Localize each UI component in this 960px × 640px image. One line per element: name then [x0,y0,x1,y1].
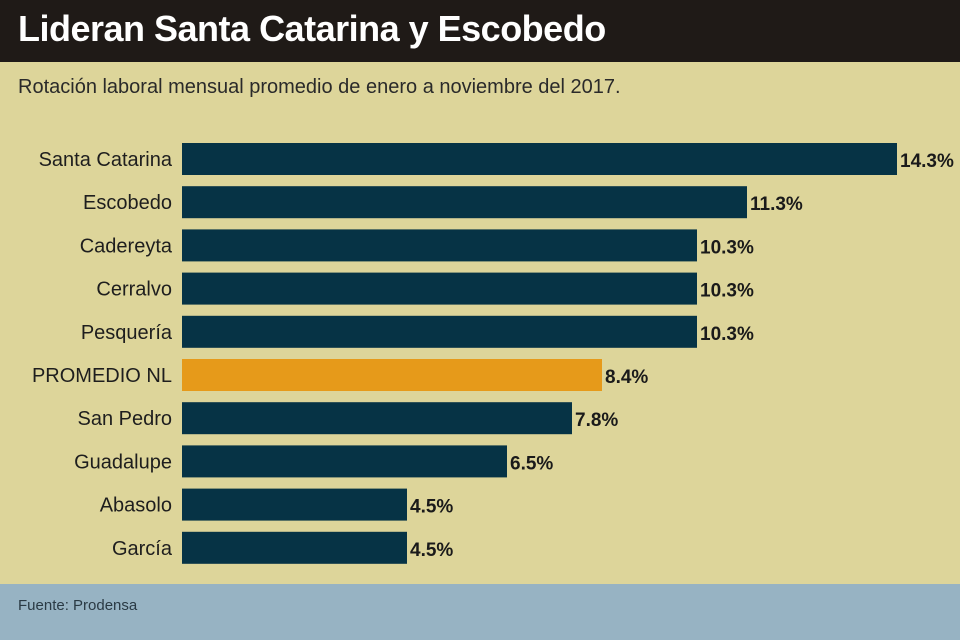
value-label-escobedo: 11.3% [750,194,803,215]
bar-abasolo [182,488,407,521]
footer: Fuente: Prodensa [0,584,960,640]
category-label-guadalupe: Guadalupe [74,451,172,473]
value-label-guadalupe: 6.5% [510,453,553,474]
category-label-escobedo: Escobedo [83,192,172,214]
source-note: Fuente: Prodensa [18,597,138,614]
chart-subtitle: Rotación laboral mensual promedio de ene… [18,76,621,98]
value-label-santa-catarina: 14.3% [900,151,954,172]
bar-cadereyta [182,229,697,262]
value-label-san-pedro: 7.8% [575,410,618,431]
bar-promedio-nl [182,359,602,391]
bar-garcia [182,531,407,564]
value-label-abasolo: 4.5% [410,497,453,518]
category-label-cerralvo: Cerralvo [96,279,172,301]
category-label-pesqueria: Pesquería [81,322,173,344]
category-label-cadereyta: Cadereyta [80,235,173,257]
category-label-promedio-nl: PROMEDIO NL [32,365,172,387]
value-label-cerralvo: 10.3% [700,281,754,302]
bar-cerralvo [182,272,697,305]
bar-santa-catarina [182,143,897,175]
title-bar: Lideran Santa Catarina y Escobedo [0,0,960,62]
bar-guadalupe [182,445,507,478]
bar-pesqueria [182,315,697,348]
value-label-pesqueria: 10.3% [700,324,754,345]
category-label-garcia: García [112,538,173,560]
value-label-garcia: 4.5% [410,540,453,561]
bar-chart: Santa Catarina 14.3% Escobedo 11.3% Cadereyt… [32,143,954,564]
value-label-promedio-nl: 8.4% [605,367,648,388]
category-label-san-pedro: San Pedro [77,408,172,430]
value-label-cadereyta: 10.3% [700,237,754,258]
category-label-abasolo: Abasolo [100,495,172,517]
bar-san-pedro [182,402,572,435]
category-label-santa-catarina: Santa Catarina [39,149,173,171]
chart-title: Lideran Santa Catarina y Escobedo [18,8,606,49]
bar-escobedo [182,186,747,219]
